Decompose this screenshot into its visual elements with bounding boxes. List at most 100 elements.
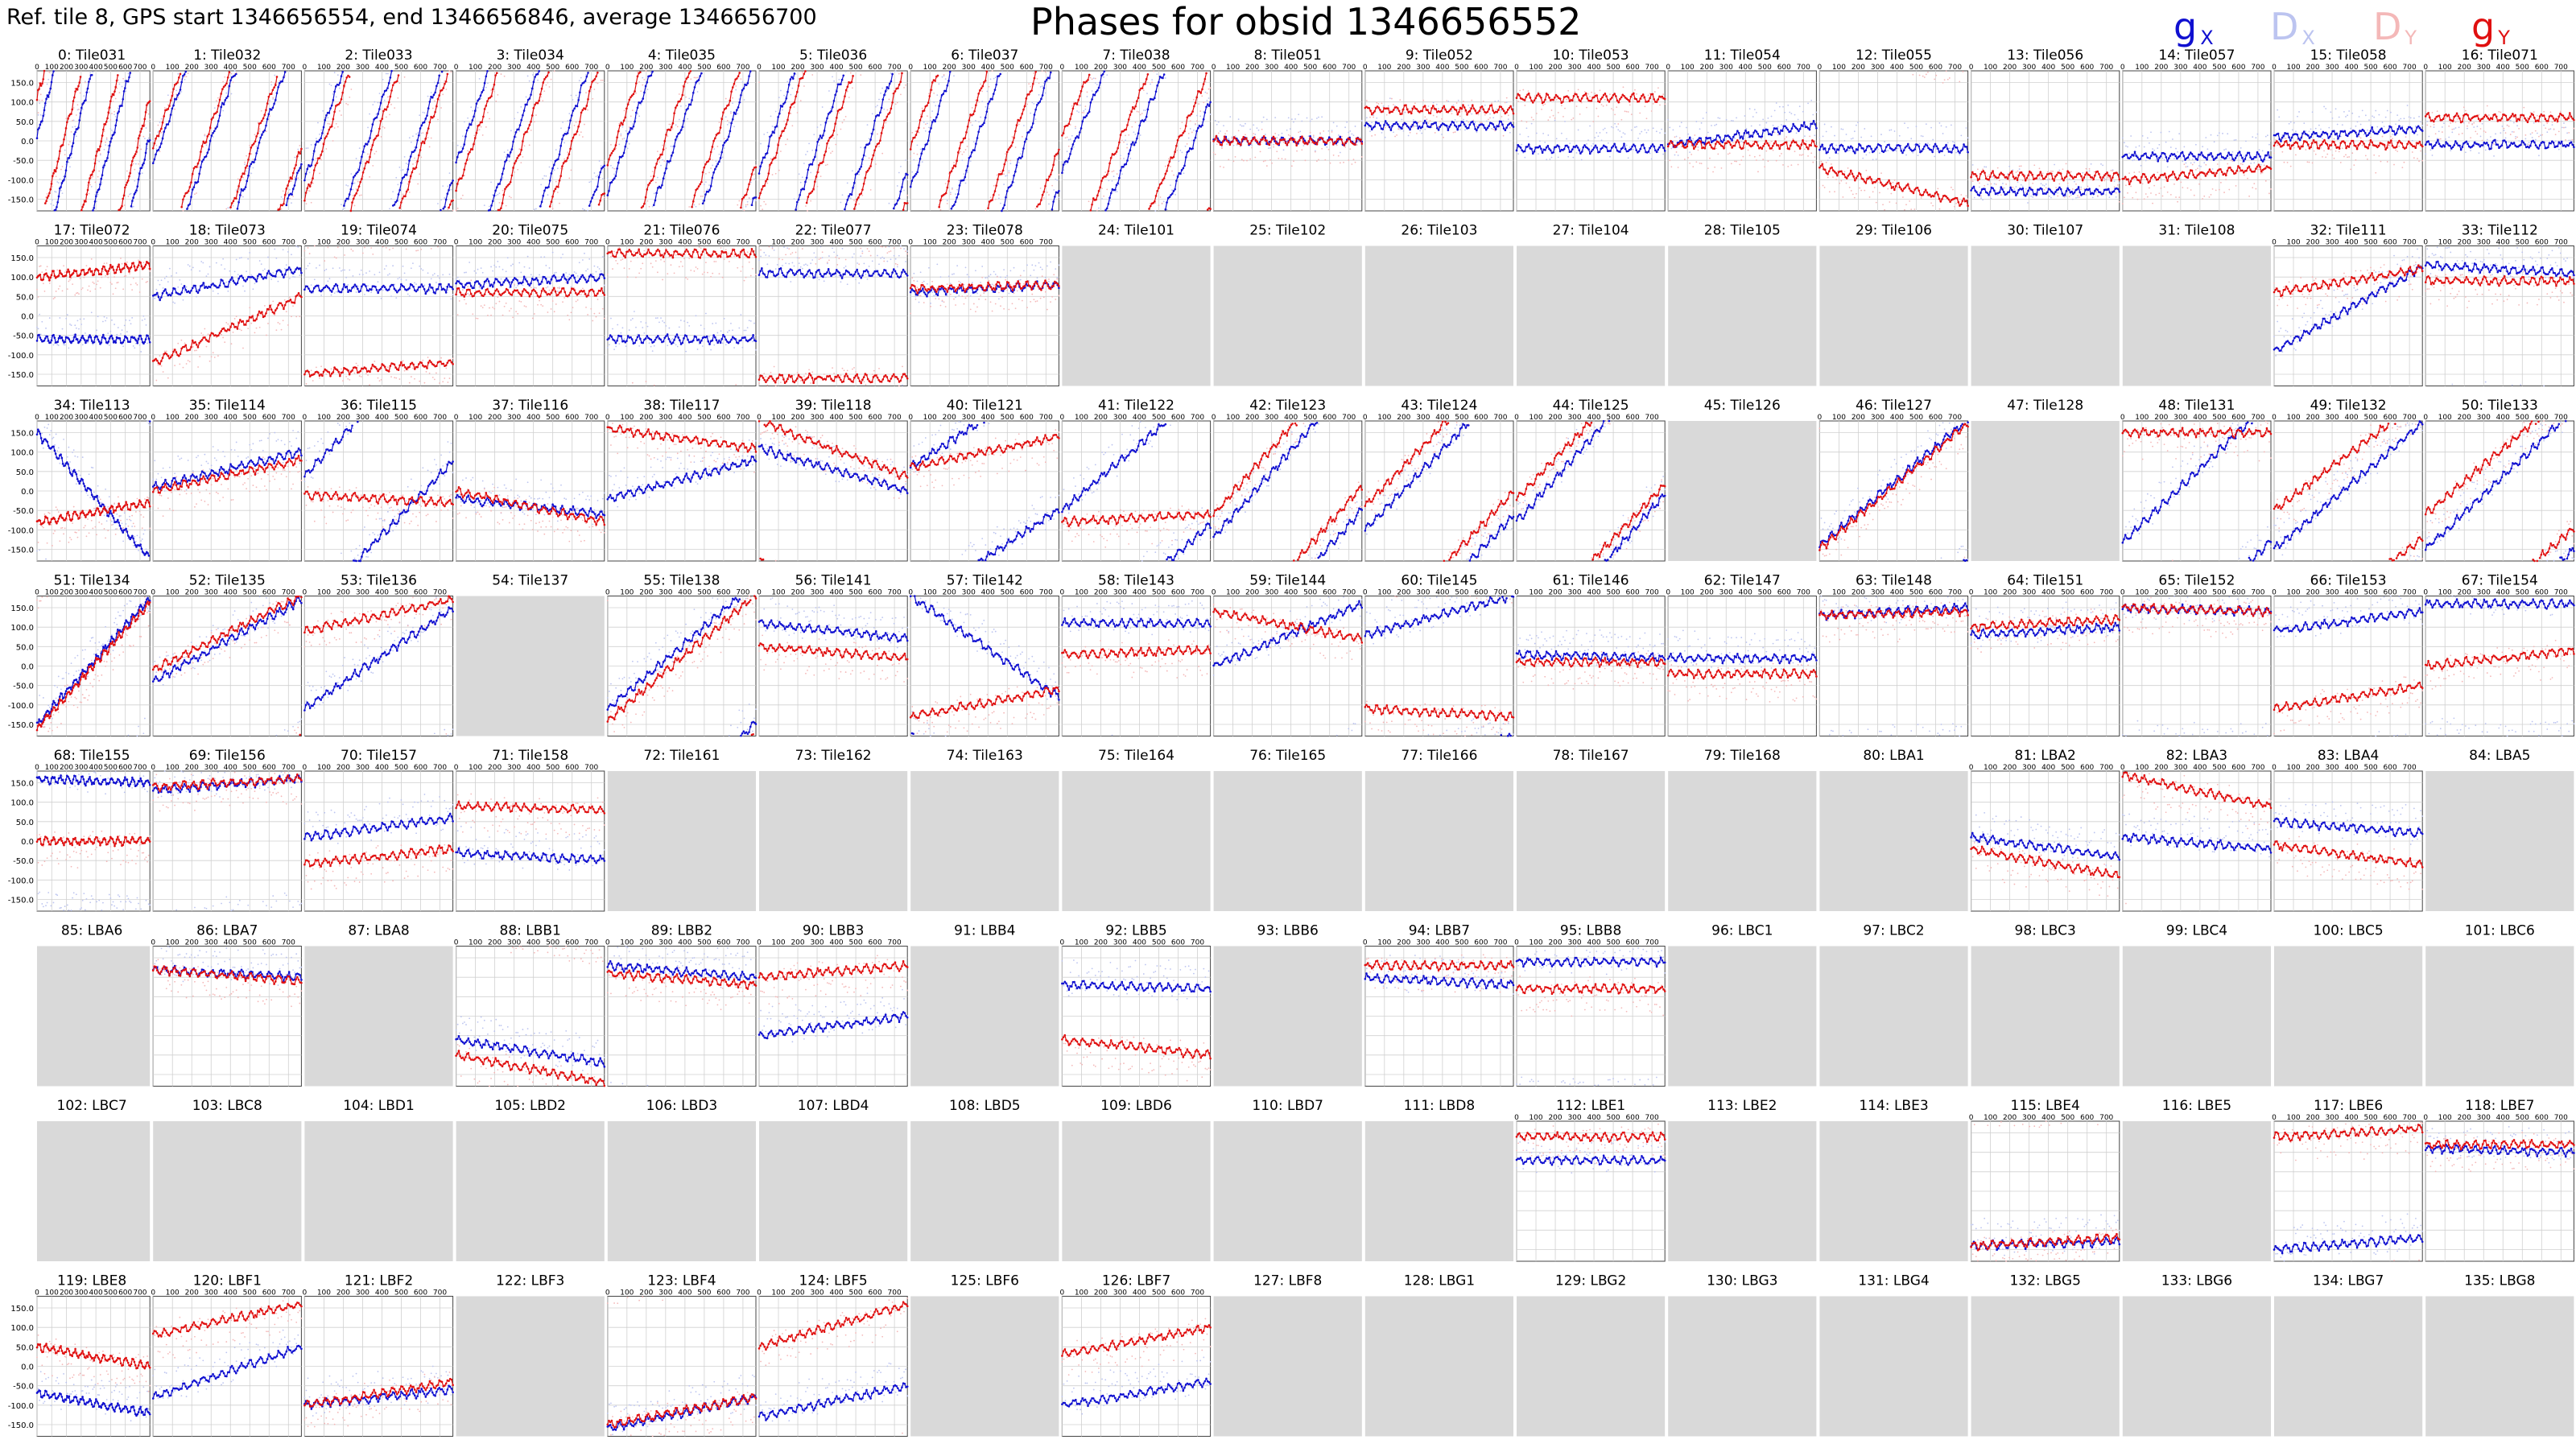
- dx-point: [424, 112, 426, 113]
- dx-point: [411, 142, 412, 143]
- dy-point: [431, 138, 432, 139]
- dy-point: [291, 180, 292, 182]
- dx-point: [401, 170, 402, 171]
- dx-point: [233, 205, 234, 207]
- dx-point: [106, 138, 108, 140]
- dx-point: [339, 88, 341, 89]
- dy-point: [148, 113, 150, 115]
- dx-point: [409, 137, 411, 138]
- dy-point: [374, 153, 375, 155]
- dx-point: [158, 131, 159, 133]
- dy-point: [139, 145, 141, 146]
- gx-point: [52, 70, 55, 72]
- dy-point: [105, 142, 106, 143]
- x-tick-label: 100: [45, 64, 59, 72]
- dx-point: [375, 113, 377, 115]
- dx-point: [111, 130, 113, 131]
- dy-point: [409, 192, 411, 193]
- gy-point: [149, 101, 151, 103]
- dx-point: [114, 113, 115, 115]
- x-tick-label: 0: [151, 64, 155, 72]
- dx-point: [419, 114, 420, 116]
- gx-point: [149, 139, 151, 142]
- dy-point: [402, 193, 404, 195]
- dy-point: [140, 149, 142, 151]
- dy-point: [311, 202, 312, 204]
- x-tick-label: 700: [282, 64, 295, 72]
- dx-point: [386, 73, 387, 75]
- dx-point: [38, 114, 39, 116]
- dx-point: [47, 79, 49, 80]
- dx-point: [135, 163, 137, 165]
- dy-point: [116, 88, 118, 89]
- dy-point: [91, 177, 93, 179]
- dx-point: [384, 100, 386, 101]
- x-tick-label: 400: [89, 64, 103, 72]
- dy-point: [337, 126, 339, 128]
- x-tick-label: 400: [375, 64, 389, 72]
- y-tick-label: 100.0: [10, 99, 34, 108]
- dy-point: [158, 125, 159, 126]
- dx-point: [439, 82, 440, 84]
- dx-point: [109, 128, 111, 130]
- dx-point: [222, 110, 224, 112]
- dy-point: [109, 119, 111, 121]
- dy-point: [118, 92, 120, 93]
- dy-point: [111, 113, 113, 114]
- dx-point: [392, 191, 394, 192]
- dx-point: [369, 113, 370, 115]
- dx-point: [378, 102, 379, 104]
- dx-point: [91, 186, 93, 188]
- dx-point: [177, 73, 179, 75]
- dy-point: [281, 208, 283, 210]
- dx-point: [404, 156, 406, 158]
- gy-point: [117, 74, 119, 76]
- dx-point: [113, 131, 114, 133]
- y-tick-label: -50.0: [13, 157, 34, 166]
- dy-point: [308, 190, 309, 192]
- dy-point: [292, 196, 294, 197]
- dy-point: [356, 188, 357, 190]
- dy-point: [417, 184, 419, 185]
- dy-point: [174, 109, 175, 110]
- dx-point: [422, 112, 423, 113]
- gx-point: [300, 163, 303, 166]
- x-tick-label: 500: [104, 64, 118, 72]
- dy-point: [350, 89, 352, 90]
- dy-point: [142, 136, 144, 138]
- dy-point: [106, 138, 108, 139]
- y-tick-label: 150.0: [10, 80, 34, 89]
- dy-point: [186, 76, 188, 77]
- dy-point: [115, 98, 117, 100]
- dy-point: [254, 134, 256, 135]
- dx-point: [147, 148, 148, 150]
- dy-point: [133, 163, 134, 165]
- panel: 0: Tile0310100200300400500600700150.0100…: [8, 47, 151, 212]
- panel-title: 0: Tile031: [58, 47, 126, 64]
- dy-point: [183, 210, 184, 212]
- gy-point: [80, 76, 82, 78]
- dx-point: [124, 80, 126, 82]
- dy-point: [77, 104, 79, 105]
- dy-point: [47, 71, 49, 72]
- dx-point: [77, 109, 79, 111]
- dx-point: [367, 127, 369, 129]
- gx-point: [129, 72, 131, 74]
- dy-point: [259, 128, 261, 130]
- dy-point: [184, 76, 186, 77]
- dx-point: [379, 93, 381, 94]
- dy-point: [434, 101, 436, 102]
- dx-point: [320, 130, 322, 131]
- x-tick-label: 200: [60, 64, 73, 72]
- dy-point: [233, 81, 234, 83]
- dy-point: [329, 123, 331, 125]
- dx-point: [317, 122, 319, 124]
- dy-point: [278, 208, 279, 209]
- dx-point: [62, 192, 64, 194]
- dy-point: [320, 159, 322, 160]
- dx-point: [427, 96, 429, 97]
- dy-point: [155, 145, 157, 146]
- dx-point: [97, 194, 99, 196]
- dy-point: [442, 93, 444, 95]
